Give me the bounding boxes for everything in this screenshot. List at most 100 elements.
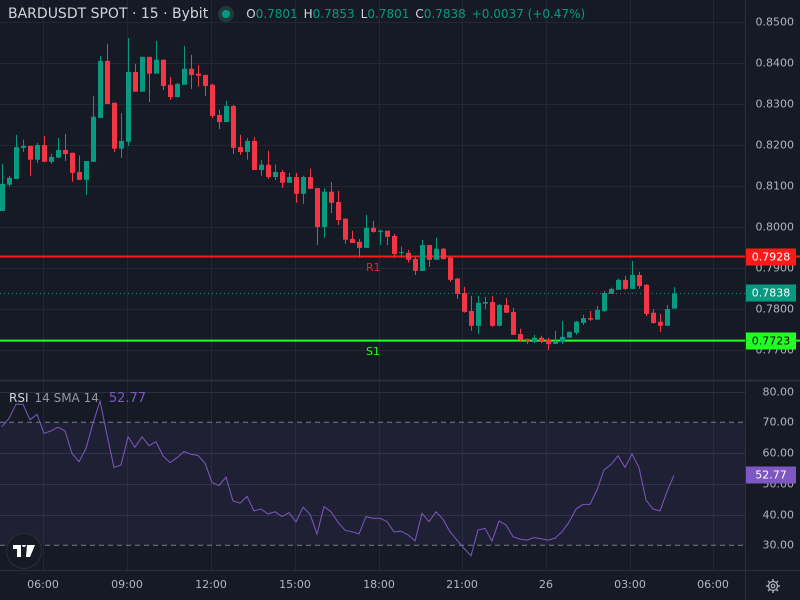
candle-body [0,183,5,212]
candle-body [504,304,509,313]
candle-body [196,73,201,76]
candle [147,56,152,102]
candle-body [280,172,285,183]
candle-body [539,337,544,341]
candle [357,238,362,258]
rsi-value-badge: 52.77 [746,466,796,484]
candle [203,74,208,96]
candle-body [665,309,670,326]
candle [182,45,187,85]
candle-body [371,227,376,232]
candle-body [231,106,236,148]
resistance-label: R1 [366,260,381,274]
candle-body [203,74,208,86]
candle [252,136,257,171]
candle [567,331,572,338]
candle-body [7,177,12,185]
candle-body [385,230,390,237]
candle [231,104,236,155]
time-tick-label: 21:00 [446,578,478,591]
candle-body [574,321,579,333]
candle-body [651,312,656,323]
candles [0,37,677,350]
candle-body [672,293,677,309]
candle [49,154,54,164]
price-tick-label: 0.7800 [755,302,795,316]
rsi-tick-label: 70.00 [762,415,795,429]
candle [518,328,523,342]
candle [315,188,320,246]
candle-body [343,218,348,240]
candle [273,164,278,180]
price-tick-label: 0.8100 [755,179,795,193]
candle-body [602,293,607,312]
time-tick-label: 06:00 [27,578,59,591]
candle-body [315,188,320,227]
rsi-tick-label: 30.00 [762,538,795,552]
candle [658,313,663,332]
candle [637,271,642,289]
price-tick-label: 0.8400 [755,56,795,70]
settings-gear-icon[interactable] [765,578,781,594]
candle-body [238,147,243,152]
candle-body [609,288,614,294]
ohlc-low: L0.7801 [360,7,410,21]
candle-body [357,241,362,248]
time-tick-label: 06:00 [697,578,729,591]
candle [595,305,600,320]
market-open-dot-icon[interactable] [218,6,235,22]
candle-body [462,293,467,312]
candle-body [301,176,306,194]
candle-body [322,191,327,227]
candle-body [189,68,194,75]
candle [294,172,299,203]
candle [105,43,110,104]
candle [413,256,418,275]
candle [63,133,68,161]
candle [441,247,446,260]
candle [392,233,397,258]
candle-body [70,152,75,173]
candle [21,139,26,152]
candle [168,76,173,100]
rsi-legend[interactable]: RSI 14 SMA 14 52.77 [9,391,146,406]
candle-body [406,252,411,260]
candle-body [364,227,369,248]
candle [511,307,516,335]
candle-body [266,164,271,177]
candle-body [273,172,278,177]
rsi-band-fill [0,422,745,546]
symbol-title[interactable]: BARDUSDT SPOT · 15 · Bybit [8,6,209,22]
candle [238,134,243,155]
price-tick-label: 0.8000 [755,220,795,234]
candle-body [434,248,439,260]
candle [651,309,656,324]
rsi-band-lines [0,421,745,546]
candle-body [546,339,551,344]
candle [287,172,292,183]
candle [539,335,544,344]
rsi-tick-label: 80.00 [762,385,795,399]
candle-body [14,147,19,180]
candle [546,337,551,350]
candle-body [616,279,621,290]
candle-body [105,60,110,104]
candle [308,168,313,189]
candle [644,283,649,316]
candle-body [378,230,383,232]
candle-body [294,176,299,194]
candle-body [336,201,341,221]
candle [406,249,411,263]
price-tick-label: 0.8300 [755,97,795,111]
candle-body [308,176,313,189]
candle [574,320,579,335]
tradingview-logo-icon[interactable] [6,533,42,569]
candle-body [511,311,516,335]
candle [350,230,355,243]
candle-body [245,140,250,152]
candle-body [84,160,89,180]
candle-body [329,191,334,203]
candle [497,304,502,327]
candle [133,63,138,92]
